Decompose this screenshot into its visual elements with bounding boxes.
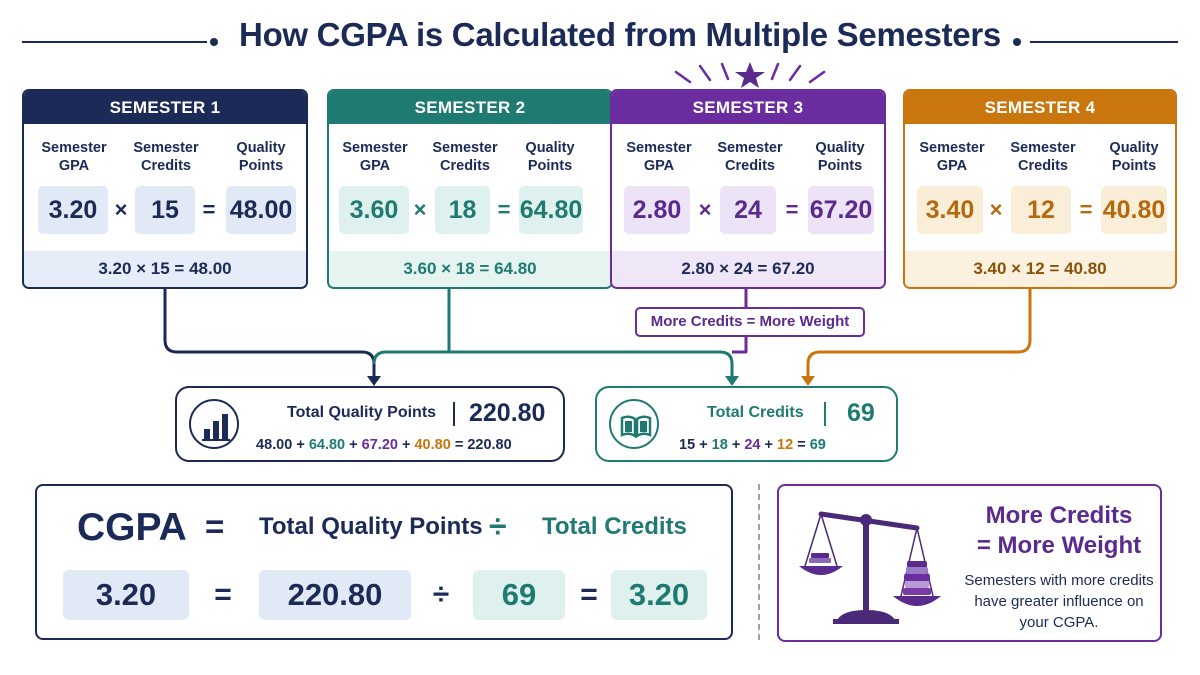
balance-scale-icon	[799, 511, 941, 624]
bar-chart-icon	[189, 399, 239, 449]
weight-title-line1: More Credits	[985, 502, 1133, 529]
weight-title-line2: = More Weight	[976, 532, 1142, 559]
semester-2-header: SEMESTER 2	[329, 91, 611, 124]
divider	[453, 402, 455, 426]
col-label-credits: Semester Credits	[432, 140, 498, 174]
connector-sem3	[732, 337, 748, 354]
formula-equals-2: =	[214, 578, 232, 611]
connector-sem2-credits	[449, 350, 734, 378]
formula-numerator: Total Quality Points	[259, 513, 483, 540]
semester-4-header: SEMESTER 4	[905, 91, 1175, 124]
quality-points-value: 64.80	[519, 186, 583, 234]
formula-cgpa-label: CGPA	[77, 506, 187, 549]
cgpa-formula-box: CGPA = Total Quality Points ÷ Total Cred…	[35, 484, 733, 640]
weight-panel: More Credits = More Weight Semesters wit…	[777, 484, 1162, 642]
connector-sem4	[806, 289, 1032, 378]
semester-2-equation: 3.60 × 18 = 64.80	[329, 251, 611, 287]
quality-points-value: 40.80	[1101, 186, 1167, 234]
credits-value: 24	[720, 186, 776, 234]
formula-total-qp: 220.80	[259, 570, 411, 620]
times-sign: ×	[698, 197, 712, 222]
formula-divide: ÷	[489, 508, 507, 544]
formula-denominator: Total Credits	[542, 513, 687, 540]
col-label-credits: Semester Credits	[133, 140, 199, 174]
title-dot-right	[1013, 38, 1021, 46]
semester-1-header: SEMESTER 1	[24, 91, 306, 124]
semester-card-1: SEMESTER 1 Semester GPA Semester Credits Q…	[22, 89, 308, 289]
total-quality-points-value: 220.80	[469, 399, 546, 427]
gpa-value: 3.40	[917, 186, 983, 234]
credits-sum: 15 + 18 + 24 + 12 = 69	[679, 437, 826, 453]
section-divider	[758, 484, 760, 640]
col-label-gpa: Semester GPA	[41, 140, 107, 174]
book-icon	[609, 399, 659, 449]
connector-sem1	[163, 289, 376, 378]
more-credits-note: More Credits = More Weight	[635, 307, 865, 337]
gpa-value: 3.60	[339, 186, 409, 234]
formula-divide-2: ÷	[432, 578, 450, 611]
col-label-qp: Quality Points	[525, 140, 575, 174]
semester-1-equation: 3.20 × 15 = 48.00	[24, 251, 306, 287]
arrowhead-sem4	[801, 376, 815, 386]
total-credits-label: Total Credits	[707, 404, 804, 421]
total-credits-box: Total Credits 69 15 + 18 + 24 + 12 = 69	[595, 386, 898, 462]
times-sign: ×	[114, 197, 128, 222]
total-credits-value: 69	[847, 399, 875, 427]
credits-value: 18	[435, 186, 490, 234]
formula-result-value: 3.20	[63, 570, 189, 620]
times-sign: ×	[413, 197, 427, 222]
page-title: How CGPA is Calculated from Multiple Sem…	[239, 16, 1001, 53]
semester-3-header: SEMESTER 3	[612, 91, 884, 124]
gpa-value: 2.80	[624, 186, 690, 234]
equals-sign: =	[497, 197, 511, 222]
title-rule-left	[22, 41, 207, 43]
quality-points-value: 67.20	[808, 186, 874, 234]
col-label-qp: Quality Points	[1109, 140, 1159, 174]
weight-description: Semesters with more credits have greater…	[964, 572, 1154, 631]
col-label-gpa: Semester GPA	[919, 140, 985, 174]
col-label-credits: Semester Credits	[717, 140, 783, 174]
title-dot-left	[210, 38, 218, 46]
equals-sign: =	[785, 197, 799, 222]
total-quality-points-label: Total Quality Points	[287, 404, 437, 421]
title-rule-right	[1030, 41, 1178, 43]
divider	[824, 402, 826, 426]
col-label-gpa: Semester GPA	[342, 140, 408, 174]
quality-points-value: 48.00	[226, 186, 296, 234]
formula-cgpa-value: 3.20	[611, 570, 707, 620]
col-label-qp: Quality Points	[815, 140, 865, 174]
col-label-gpa: Semester GPA	[626, 140, 692, 174]
col-label-qp: Quality Points	[236, 140, 286, 174]
formula-equals: =	[205, 508, 225, 545]
times-sign: ×	[989, 197, 1003, 222]
equals-sign: =	[202, 197, 216, 222]
col-label-credits: Semester Credits	[1010, 140, 1076, 174]
semester-4-equation: 3.40 × 12 = 40.80	[905, 251, 1175, 287]
total-quality-points-box: Total Quality Points 220.80 48.00 + 64.8…	[175, 386, 565, 462]
semester-card-3: SEMESTER 3 Semester GPA Semester Credits Q…	[610, 89, 886, 289]
gpa-value: 3.20	[38, 186, 108, 234]
equals-sign: =	[1079, 197, 1093, 222]
credits-value: 12	[1011, 186, 1071, 234]
formula-total-credits: 69	[473, 570, 565, 620]
connector-sem2-qp	[372, 289, 451, 365]
semester-card-4: SEMESTER 4 Semester GPA Semester Credits Q…	[903, 89, 1177, 289]
semester-3-equation: 2.80 × 24 = 67.20	[612, 251, 884, 287]
star-rays	[674, 62, 826, 84]
star-icon	[735, 62, 765, 88]
formula-equals-3: =	[580, 578, 598, 611]
semester-card-2: SEMESTER 2 Semester GPA Semester Credits Q…	[327, 89, 613, 289]
arrowhead-credits	[725, 376, 739, 386]
arrowhead-qp	[367, 376, 381, 386]
credits-value: 15	[135, 186, 195, 234]
quality-points-sum: 48.00 + 64.80 + 67.20 + 40.80 = 220.80	[256, 437, 512, 453]
